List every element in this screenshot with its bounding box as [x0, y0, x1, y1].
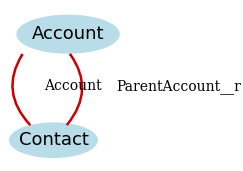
Text: ParentAccount__r: ParentAccount__r [117, 79, 242, 94]
FancyArrowPatch shape [67, 55, 82, 124]
Ellipse shape [17, 15, 119, 53]
Text: Contact: Contact [18, 131, 88, 149]
Text: Account: Account [44, 79, 101, 93]
Text: Account: Account [32, 25, 104, 43]
Ellipse shape [10, 123, 97, 157]
FancyArrowPatch shape [12, 55, 30, 124]
